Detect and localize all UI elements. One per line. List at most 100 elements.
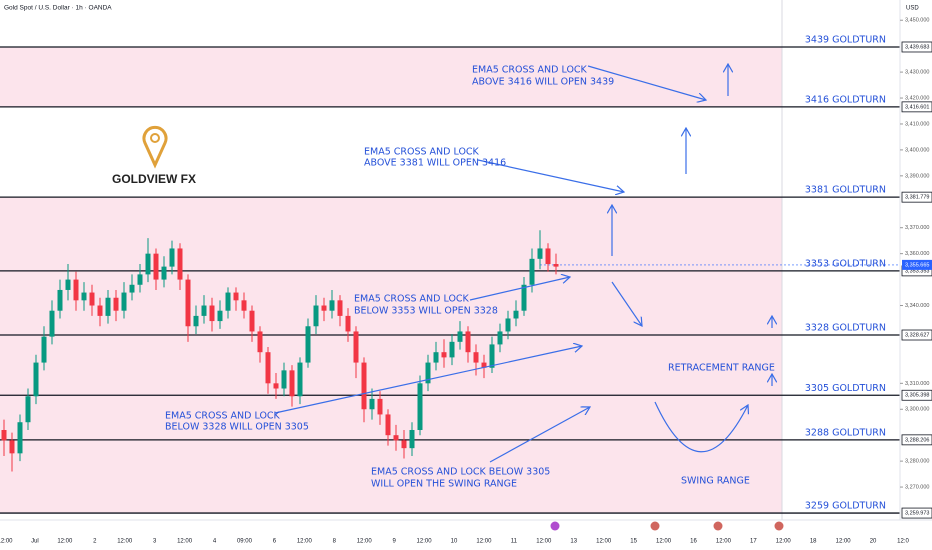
candle-body — [489, 344, 495, 368]
candle-body — [537, 248, 543, 259]
level-tag-label: 3,259.973 — [905, 511, 929, 517]
candle-body — [89, 292, 95, 306]
annotation: EMA5 CROSS AND LOCK BELOW 3305 — [371, 467, 550, 478]
zone — [0, 46, 782, 107]
x-tick-label: 16 — [690, 539, 697, 545]
arrows — [274, 64, 772, 463]
x-tick-label: Jul — [31, 539, 39, 545]
level-name: 3381 GOLDTURN — [805, 185, 886, 196]
candle-body — [353, 331, 359, 363]
candle-body — [225, 292, 231, 311]
y-tick-label: 3,410.000 — [905, 121, 929, 127]
candle-body — [41, 336, 47, 363]
candle-body — [145, 253, 151, 275]
candle-body — [169, 248, 175, 267]
events — [550, 521, 784, 531]
y-tick-label: 3,340.000 — [905, 303, 929, 309]
y-tick-label: 3,370.000 — [905, 225, 929, 231]
level-tag — [901, 191, 932, 203]
x-tick-label: 12:00 — [476, 539, 492, 545]
x-tick-label: 3 — [153, 539, 157, 545]
y-tick-label: 3,420.000 — [905, 95, 929, 101]
y-tick-label: 3,400.000 — [905, 147, 929, 153]
candle-body — [17, 422, 23, 454]
x-tick-label: 12:00 — [297, 539, 313, 545]
x-tick-label: 15 — [630, 539, 637, 545]
candle-body — [241, 300, 247, 311]
x-tick-label: 12:00 — [836, 539, 852, 545]
candle-body — [305, 326, 311, 363]
y-tick-label: 3,390.000 — [905, 173, 929, 179]
candle-body — [449, 341, 455, 358]
y-tick-label: 3,360.000 — [905, 251, 929, 257]
candle-body — [553, 264, 559, 267]
candle-body — [337, 300, 343, 316]
candle-body — [105, 297, 111, 316]
candle-body — [345, 315, 351, 332]
level-name: 3328 GOLDTURN — [805, 323, 886, 334]
annotation: ABOVE 3416 WILL OPEN 3439 — [472, 77, 614, 88]
level-name: 3259 GOLDTURN — [805, 501, 886, 512]
annotation: WILL OPEN THE SWING RANGE — [371, 479, 517, 490]
candle-body — [417, 383, 423, 431]
annotation: EMA5 CROSS AND LOCK — [364, 147, 480, 158]
logo: GOLDVIEW FX — [112, 125, 196, 186]
annotation: BELOW 3328 WILL OPEN 3305 — [165, 422, 309, 433]
level-tag-label: 3,416.601 — [905, 104, 929, 110]
x-tick-label: 4 — [213, 539, 217, 545]
candle-body — [265, 352, 271, 384]
candle-body — [465, 331, 471, 353]
level-name: 3288 GOLDTURN — [805, 427, 886, 438]
candle-body — [1, 430, 7, 441]
x-tick-label: 13 — [570, 539, 577, 545]
x-tick-label: 12:00 — [177, 539, 193, 545]
candle-body — [137, 274, 143, 285]
x-tick-label: 12:00 — [117, 539, 133, 545]
zone — [0, 197, 782, 514]
candle-body — [281, 370, 287, 389]
level-tag-label: 3,353.353 — [905, 268, 929, 274]
x-tick-label: 18 — [810, 539, 817, 545]
level-tag-label: 3,328.627 — [905, 332, 929, 338]
currency: USD — [906, 6, 919, 12]
candle-body — [321, 305, 327, 311]
candle-body — [65, 279, 71, 290]
level-name: 3439 GOLDTURN — [805, 34, 886, 45]
x-tick-label: 12:00 — [0, 539, 13, 545]
y-tick-label: 3,430.000 — [905, 70, 929, 76]
y-tick-label: 3,270.000 — [905, 485, 929, 491]
x-tick-label: 10 — [451, 539, 458, 545]
level-tag — [901, 101, 932, 113]
candle-body — [369, 398, 375, 410]
candle-body — [521, 284, 527, 311]
level-tag — [901, 507, 932, 519]
candle-body — [73, 279, 79, 301]
x-tick-label: 12:00 — [656, 539, 672, 545]
level-tag — [901, 41, 932, 53]
annotation: BELOW 3353 WILL OPEN 3328 — [354, 306, 498, 317]
candle-body — [313, 305, 319, 327]
candle-body — [401, 440, 407, 449]
x-tick-label: 2 — [93, 539, 97, 545]
brand: GOLDVIEW FX — [112, 172, 196, 186]
x-tick-label: 8 — [333, 539, 337, 545]
candle-body — [193, 315, 199, 327]
x-tick-label: 20 — [870, 539, 877, 545]
candle-body — [97, 305, 103, 316]
candle-body — [185, 279, 191, 327]
candle-body — [177, 248, 183, 280]
x-tick-label: 12:00 — [716, 539, 732, 545]
range-label: RETRACEMENT RANGE — [668, 363, 775, 374]
y-tick-label: 3,450.000 — [905, 18, 929, 24]
candle-body — [329, 300, 335, 311]
candle-body — [481, 362, 487, 368]
candle-body — [257, 331, 263, 353]
level-tag — [901, 389, 932, 401]
level-tag-label: 3,439.683 — [905, 44, 929, 50]
x-tick-label: 12:00 — [776, 539, 792, 545]
annotation: EMA5 CROSS AND LOCK — [354, 294, 470, 305]
x-tick-label: 12:0 — [897, 539, 909, 545]
x-tick-label: 12:00 — [357, 539, 373, 545]
annotation: EMA5 CROSS AND LOCK — [165, 411, 281, 422]
